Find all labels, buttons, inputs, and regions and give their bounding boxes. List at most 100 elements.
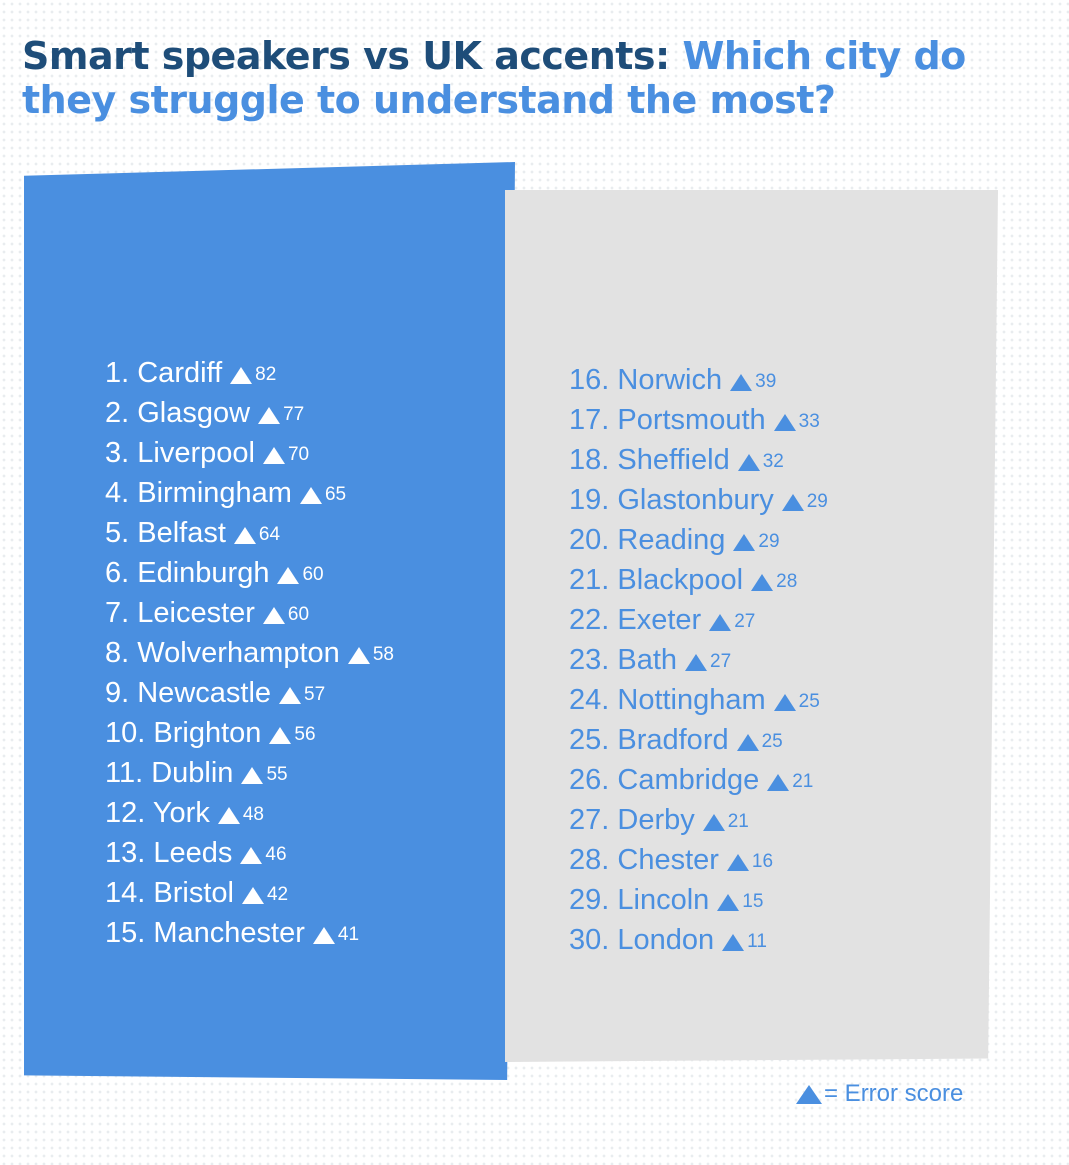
city-row: 21. Blackpool 28	[569, 560, 828, 600]
error-score: 65	[299, 480, 346, 506]
error-score: 27	[709, 607, 755, 633]
error-score-value: 57	[304, 684, 326, 705]
error-score: 39	[730, 367, 776, 393]
city-row: 8. Wolverhampton 58	[105, 633, 394, 673]
city-row: 29. Lincoln 15	[569, 880, 828, 920]
triangle-up-icon	[773, 413, 796, 431]
error-score: 60	[262, 600, 310, 626]
error-score: 15	[717, 887, 763, 913]
triangle-up-icon	[277, 566, 300, 584]
city-name: 12. York	[105, 796, 210, 829]
error-score-value: 82	[255, 364, 277, 385]
city-row: 13. Leeds 46	[105, 833, 394, 873]
error-score-value: 58	[372, 644, 394, 665]
city-name: 28. Chester	[569, 843, 719, 876]
city-name: 25. Bradford	[569, 723, 729, 756]
error-score-value: 32	[762, 451, 784, 472]
error-score-value: 48	[242, 804, 264, 825]
triangle-up-icon	[233, 526, 256, 544]
error-score: 16	[726, 847, 773, 873]
city-row: 24. Nottingham 25	[569, 680, 828, 720]
city-name: 9. Newcastle	[105, 676, 272, 709]
error-score: 27	[685, 647, 731, 673]
triangle-up-icon	[702, 813, 725, 831]
triangle-up-icon	[299, 486, 322, 504]
error-score: 57	[279, 680, 325, 706]
error-score-value: 60	[302, 564, 324, 585]
city-name: 30. London	[569, 923, 715, 956]
error-score-value: 21	[792, 771, 814, 792]
error-score-value: 15	[742, 891, 764, 912]
city-name: 27. Derby	[569, 803, 695, 836]
city-row: 6. Edinburgh 60	[105, 553, 394, 593]
triangle-up-icon	[258, 406, 281, 424]
triangle-up-icon	[241, 766, 264, 784]
error-score: 58	[347, 640, 394, 666]
legend: = Error score	[796, 1080, 963, 1108]
triangle-up-icon	[773, 693, 796, 711]
error-score: 28	[751, 567, 797, 593]
right-panel	[505, 190, 998, 1062]
city-row: 23. Bath 27	[569, 640, 828, 680]
city-name: 7. Leicester	[105, 596, 255, 629]
triangle-up-icon	[269, 726, 292, 744]
triangle-up-icon	[736, 733, 759, 751]
city-name: 29. Lincoln	[569, 883, 710, 916]
triangle-up-icon	[767, 773, 790, 791]
error-score-value: 70	[287, 444, 310, 465]
error-score: 21	[702, 807, 749, 833]
city-row: 27. Derby 21	[569, 800, 828, 840]
city-row: 3. Liverpool 70	[105, 433, 394, 473]
error-score-value: 77	[283, 404, 305, 425]
city-name: 8. Wolverhampton	[105, 636, 340, 669]
error-score: 29	[781, 487, 828, 513]
city-name: 15. Manchester	[105, 916, 305, 949]
city-row: 16. Norwich 39	[569, 360, 828, 400]
city-name: 5. Belfast	[105, 516, 226, 549]
city-name: 11. Dublin	[105, 756, 234, 789]
city-row: 10. Brighton 56	[105, 713, 394, 753]
city-row: 7. Leicester 60	[105, 593, 394, 633]
city-row: 15. Manchester 41	[105, 913, 394, 953]
triangle-up-icon	[709, 613, 732, 631]
error-score-value: 39	[755, 371, 777, 392]
triangle-up-icon	[730, 373, 753, 391]
error-score: 56	[269, 720, 316, 746]
city-row: 9. Newcastle 57	[105, 673, 394, 713]
city-name: 18. Sheffield	[569, 443, 730, 476]
error-score: 29	[733, 527, 780, 553]
error-score: 64	[233, 520, 281, 546]
error-score: 60	[277, 560, 324, 586]
error-score: 77	[258, 400, 304, 426]
error-score-value: 11	[747, 931, 767, 952]
city-row: 5. Belfast 64	[105, 513, 394, 553]
city-row: 20. Reading 29	[569, 520, 828, 560]
error-score: 41	[312, 920, 360, 946]
error-score-value: 27	[710, 651, 732, 672]
triangle-up-icon	[733, 533, 756, 551]
triangle-up-icon	[796, 1084, 822, 1104]
city-name: 23. Bath	[569, 643, 678, 676]
error-score: 33	[773, 407, 820, 433]
error-score: 25	[736, 727, 783, 753]
triangle-up-icon	[262, 446, 285, 464]
triangle-up-icon	[751, 573, 774, 591]
error-score-value: 64	[258, 524, 281, 545]
city-name: 19. Glastonbury	[569, 483, 774, 516]
city-name: 22. Exeter	[569, 603, 702, 636]
city-name: 21. Blackpool	[569, 563, 744, 596]
city-name: 13. Leeds	[105, 836, 233, 869]
page-title: Smart speakers vs UK accents: Which city…	[22, 34, 1052, 122]
city-row: 1. Cardiff 82	[105, 353, 394, 393]
error-score-value: 42	[266, 884, 289, 905]
error-score-value: 41	[337, 924, 360, 945]
city-name: 10. Brighton	[105, 716, 262, 749]
triangle-up-icon	[781, 493, 804, 511]
error-score-value: 27	[734, 611, 756, 632]
error-score-value: 60	[287, 604, 310, 625]
city-row: 30. London 11	[569, 920, 828, 960]
title-part-highlight: Which city do they struggle to understan…	[22, 34, 966, 122]
triangle-up-icon	[241, 886, 264, 904]
city-row: 22. Exeter 27	[569, 600, 828, 640]
error-score: 21	[767, 767, 813, 793]
